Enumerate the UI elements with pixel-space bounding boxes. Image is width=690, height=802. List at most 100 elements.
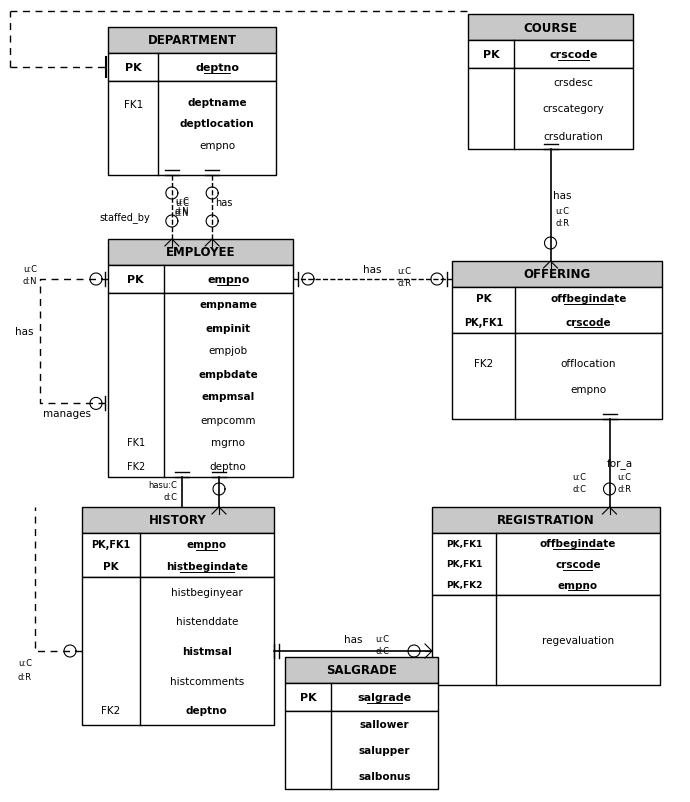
Bar [468,69,633,150]
Text: PK: PK [299,692,316,702]
Text: crsdesc: crsdesc [553,78,593,87]
Bar [285,683,438,711]
Text: has: has [215,198,233,208]
Bar [108,265,293,294]
Text: has: has [15,326,34,337]
Text: u:C: u:C [555,206,569,215]
Text: PK: PK [103,561,119,571]
Text: staffed_by: staffed_by [99,213,150,223]
Bar [108,28,276,54]
Text: d:N: d:N [175,207,189,217]
Text: offbegindate: offbegindate [540,539,616,549]
Text: manages: manages [43,409,91,419]
Text: d:C: d:C [573,485,586,494]
Text: PK,FK1: PK,FK1 [91,539,130,549]
Text: empno: empno [207,274,250,285]
Text: d:R: d:R [397,279,411,288]
Bar [108,240,293,265]
Text: sallower: sallower [359,719,409,729]
Text: FK2: FK2 [127,461,145,471]
Text: empjob: empjob [208,346,248,356]
Text: offbegindate: offbegindate [551,294,627,304]
Text: FK1: FK1 [127,438,145,448]
Text: d:N: d:N [23,277,37,286]
Text: histcomments: histcomments [170,676,244,686]
Text: empno: empno [199,140,235,151]
Text: PK,FK1: PK,FK1 [464,317,503,327]
Bar [432,508,660,533]
Text: d:R: d:R [618,485,631,494]
Text: DEPARTMENT: DEPARTMENT [148,34,237,47]
Text: regevaluation: regevaluation [542,635,614,645]
Bar [82,577,274,725]
Text: empcomm: empcomm [201,415,256,425]
Text: has: has [553,191,572,200]
Text: crsduration: crsduration [544,132,604,141]
Text: COURSE: COURSE [524,22,578,34]
Text: histenddate: histenddate [176,617,238,626]
Text: OFFERING: OFFERING [524,268,591,282]
Text: d:C: d:C [375,646,389,656]
Bar [285,711,438,789]
Text: d:R: d:R [18,671,32,681]
Text: salbonus: salbonus [358,771,411,781]
Text: empmsal: empmsal [201,392,255,402]
Text: histbegindate: histbegindate [166,561,248,571]
Text: EMPLOYEE: EMPLOYEE [166,246,235,259]
Text: has: has [363,265,382,274]
Bar [285,657,438,683]
Text: u:C: u:C [573,473,586,482]
Text: d:N: d:N [175,209,189,218]
Text: PK: PK [125,63,141,73]
Text: u:C: u:C [175,199,189,209]
Text: deptname: deptname [188,98,247,107]
Text: salupper: salupper [359,745,410,755]
Text: empinit: empinit [206,323,250,333]
Bar [432,595,660,685]
Text: empno: empno [571,384,607,395]
Text: FK2: FK2 [101,705,121,715]
Text: for_a: for_a [607,458,633,469]
Text: has: has [344,634,362,644]
Text: FK1: FK1 [124,100,143,111]
Text: histbeginyear: histbeginyear [171,587,243,597]
Text: PK,FK1: PK,FK1 [446,539,482,548]
Text: mgrno: mgrno [211,438,245,448]
Text: empname: empname [199,300,257,310]
Bar [108,294,293,477]
Text: u:C: u:C [18,658,32,668]
Bar [82,533,274,577]
Bar [452,334,662,419]
Text: PK,FK1: PK,FK1 [446,560,482,569]
Text: u:C: u:C [618,473,631,482]
Text: SALGRADE: SALGRADE [326,664,397,677]
Text: d:R: d:R [555,218,569,227]
Text: deptlocation: deptlocation [180,119,255,129]
Bar [452,261,662,288]
Bar [468,41,633,69]
Text: empbdate: empbdate [199,369,258,379]
Text: deptno: deptno [186,705,228,715]
Text: PK: PK [475,294,491,304]
Bar [468,15,633,41]
Text: HISTORY: HISTORY [149,514,207,527]
Text: empno: empno [187,539,227,549]
Text: crscode: crscode [566,317,611,327]
Text: REGISTRATION: REGISTRATION [497,514,595,527]
Text: u:C: u:C [23,265,37,274]
Bar [108,82,276,176]
Text: crscode: crscode [549,50,598,60]
Text: deptno: deptno [210,461,246,471]
Text: PK: PK [128,274,144,285]
Text: u:C: u:C [175,197,189,206]
Text: histmsal: histmsal [182,646,232,656]
Bar [82,508,274,533]
Text: FK2: FK2 [474,358,493,369]
Text: PK: PK [483,50,500,60]
Text: d:C: d:C [163,493,177,502]
Text: crscategory: crscategory [543,104,604,115]
Bar [452,288,662,334]
Text: offlocation: offlocation [561,358,616,369]
Text: u:C: u:C [375,634,389,644]
Bar [432,533,660,595]
